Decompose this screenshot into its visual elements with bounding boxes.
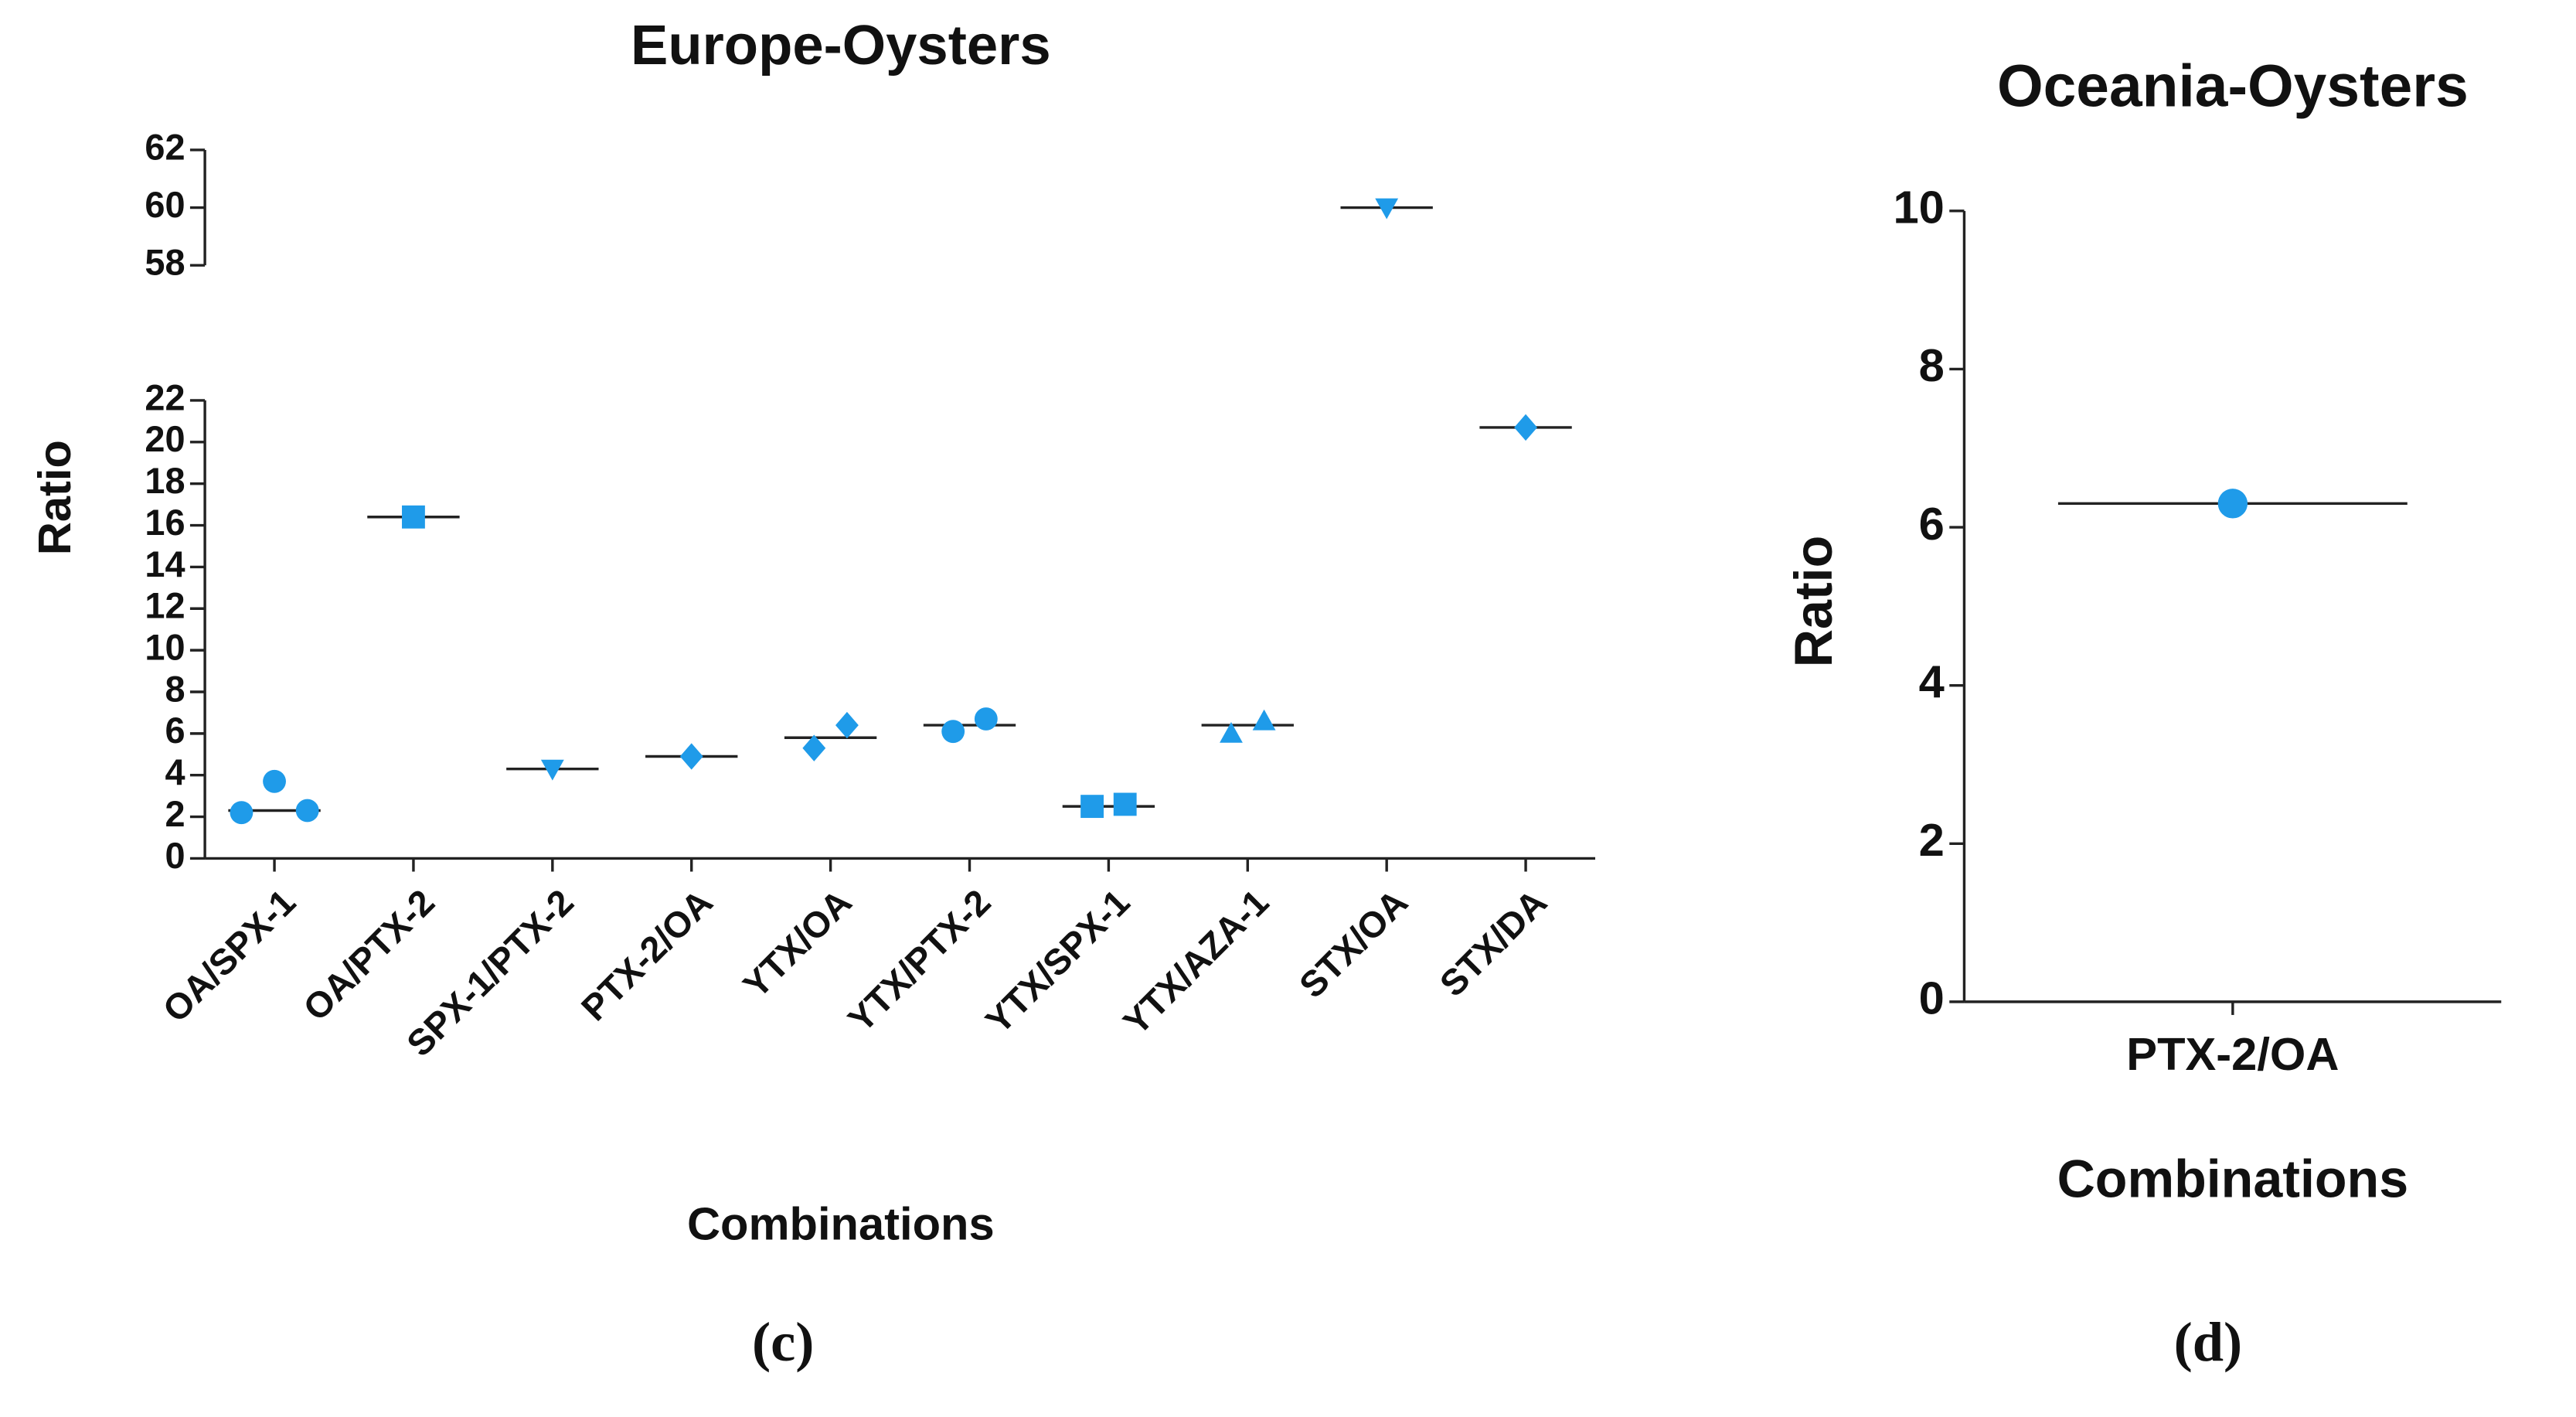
- x-tick-label: OA/SPX-1: [155, 882, 303, 1030]
- y-tick-label: 22: [145, 377, 185, 417]
- panel-label: (d): [2174, 1310, 2243, 1373]
- point: [941, 720, 965, 744]
- y-tick-label: 8: [1919, 339, 1945, 391]
- y-tick-label: 20: [145, 419, 185, 459]
- y-tick-label: 8: [165, 669, 185, 709]
- x-tick-label: YTX/PTX-2: [840, 882, 998, 1040]
- point: [679, 743, 703, 770]
- x-tick-label: YTX/SPX-1: [978, 882, 1137, 1041]
- chart-title: Oceania-Oysters: [1997, 53, 2469, 119]
- y-axis-label: Ratio: [1785, 536, 1843, 667]
- x-tick-label: PTX-2/OA: [2126, 1028, 2339, 1080]
- y-tick-label: 6: [165, 710, 185, 751]
- y-tick-label: 6: [1919, 498, 1945, 550]
- point: [835, 711, 859, 739]
- y-tick-label: 12: [145, 586, 185, 626]
- x-tick-label: PTX-2/OA: [573, 882, 720, 1029]
- panel-label: (c): [752, 1310, 814, 1373]
- point: [974, 707, 998, 731]
- y-axis-label: Ratio: [29, 440, 80, 555]
- y-tick-label: 2: [1919, 814, 1945, 866]
- y-tick-label: 14: [145, 544, 185, 584]
- x-axis-label: Combinations: [2057, 1150, 2409, 1208]
- chart-title: Europe-Oysters: [631, 14, 1051, 77]
- x-axis-label: Combinations: [687, 1198, 995, 1250]
- y-tick-label: 62: [145, 127, 185, 167]
- y-tick-label: 2: [165, 794, 185, 834]
- y-tick-label: 10: [1894, 182, 1945, 233]
- y-tick-label: 18: [145, 461, 185, 501]
- point: [1514, 414, 1537, 441]
- y-tick-label: 10: [145, 628, 185, 668]
- point: [1080, 795, 1104, 819]
- y-tick-label: 16: [145, 502, 185, 543]
- y-tick-label: 0: [1919, 972, 1945, 1024]
- y-tick-label: 4: [165, 752, 185, 792]
- point: [1252, 709, 1276, 731]
- point: [1113, 792, 1137, 816]
- point: [2217, 489, 2248, 519]
- point: [295, 799, 319, 823]
- point: [1220, 721, 1243, 743]
- y-tick-label: 58: [145, 243, 185, 283]
- x-tick-label: YTX/AZA-1: [1115, 882, 1276, 1043]
- y-tick-label: 0: [165, 836, 185, 876]
- point: [802, 734, 826, 761]
- point: [540, 759, 564, 781]
- point: [230, 801, 254, 825]
- point: [263, 769, 286, 793]
- x-tick-label: YTX/OA: [736, 882, 859, 1006]
- point: [1375, 198, 1399, 220]
- x-tick-label: STX/OA: [1291, 882, 1415, 1006]
- y-tick-label: 4: [1919, 656, 1945, 707]
- x-tick-label: STX/DA: [1432, 882, 1554, 1004]
- point: [402, 505, 425, 529]
- y-tick-label: 60: [145, 185, 185, 225]
- x-tick-label: OA/PTX-2: [295, 882, 442, 1029]
